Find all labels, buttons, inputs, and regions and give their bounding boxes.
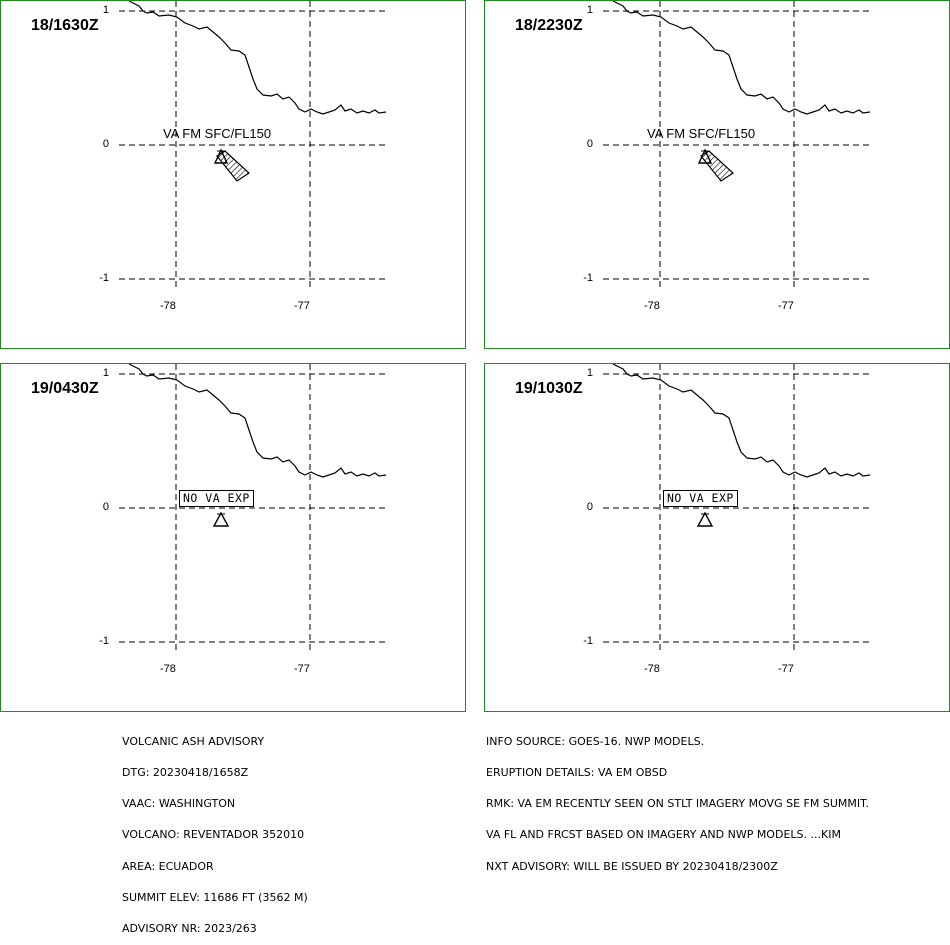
lon-tick-label: -78 [160,663,176,675]
lon-tick-label: -78 [160,300,176,312]
forecast-time-label: 18/1630Z [31,17,99,34]
lat-tick-label: -1 [99,272,109,284]
advisory-line: VA FL AND FRCST BASED ON IMAGERY AND NWP… [486,828,841,842]
advisory-line: VOLCANIC ASH ADVISORY [122,734,265,748]
lat-tick-label: -1 [583,272,593,284]
advisory-line: VAAC: WASHINGTON [122,797,236,811]
lon-tick-label: -77 [294,663,310,675]
advisory-line: INFO SOURCE: GOES-16. NWP MODELS. [486,734,705,748]
lat-lon-grid [119,364,386,654]
coastline [612,364,871,478]
forecast-time-label: 19/0430Z [31,380,99,397]
advisory-text-right: INFO SOURCE: GOES-16. NWP MODELS. ERUPTI… [486,716,869,882]
lat-tick-label: 1 [102,367,109,379]
lon-tick-label: -77 [778,300,794,312]
coastline [612,1,871,115]
forecast-panel-3: 19/0430Z 1 0 -1 -78 -77 NO VA EXP [0,363,466,712]
lat-tick-label: -1 [99,635,109,647]
coastline [128,1,387,115]
lat-tick-label: 0 [102,138,109,150]
advisory-text-left: VOLCANIC ASH ADVISORY DTG: 20230418/1658… [122,716,308,945]
advisory-line: AREA: ECUADOR [122,859,214,873]
volcano-triangle-icon [212,511,230,527]
lat-lon-grid [603,364,870,654]
advisory-line: ADVISORY NR: 2023/263 [122,922,257,936]
advisory-line: RMK: VA EM RECENTLY SEEN ON STLT IMAGERY… [486,797,870,811]
lat-tick-label: 1 [586,4,593,16]
forecast-panel-2: 18/2230Z 1 0 -1 -78 -77 VA FM SFC/FL150 [484,0,950,349]
forecast-time-label: 19/1030Z [515,380,583,397]
lat-lon-grid [603,1,870,291]
advisory-line: SUMMIT ELEV: 11686 FT (3562 M) [122,890,308,904]
map-canvas [119,364,387,654]
map-canvas [119,1,387,291]
lon-tick-label: -77 [778,663,794,675]
no-ash-expected-label: NO VA EXP [663,490,738,507]
coastline [128,364,387,478]
map-canvas [603,364,871,654]
hatched-ash-plume [216,150,250,182]
forecast-panel-1: 18/1630Z 1 0 -1 -78 -77 VA FM SFC/FL150 [0,0,466,349]
lat-tick-label: 0 [586,501,593,513]
advisory-line: DTG: 20230418/1658Z [122,766,249,780]
no-ash-expected-label: NO VA EXP [179,490,254,507]
hatched-ash-plume [700,150,734,182]
volcano-triangle-icon [696,511,714,527]
ash-extent-label: VA FM SFC/FL150 [163,126,272,141]
lat-tick-label: 0 [586,138,593,150]
lat-tick-label: 1 [102,4,109,16]
lat-tick-label: 0 [102,501,109,513]
lat-tick-label: 1 [586,367,593,379]
lat-tick-label: -1 [583,635,593,647]
lon-tick-label: -78 [644,300,660,312]
advisory-line: VOLCANO: REVENTADOR 352010 [122,828,305,842]
advisory-line: ERUPTION DETAILS: VA EM OBSD [486,766,668,780]
forecast-time-label: 18/2230Z [515,17,583,34]
advisory-line: NXT ADVISORY: WILL BE ISSUED BY 20230418… [486,859,778,873]
lon-tick-label: -78 [644,663,660,675]
map-canvas [603,1,871,291]
forecast-panel-4: 19/1030Z 1 0 -1 -78 -77 NO VA EXP [484,363,950,712]
ash-extent-label: VA FM SFC/FL150 [647,126,756,141]
lat-lon-grid [119,1,386,291]
lon-tick-label: -77 [294,300,310,312]
